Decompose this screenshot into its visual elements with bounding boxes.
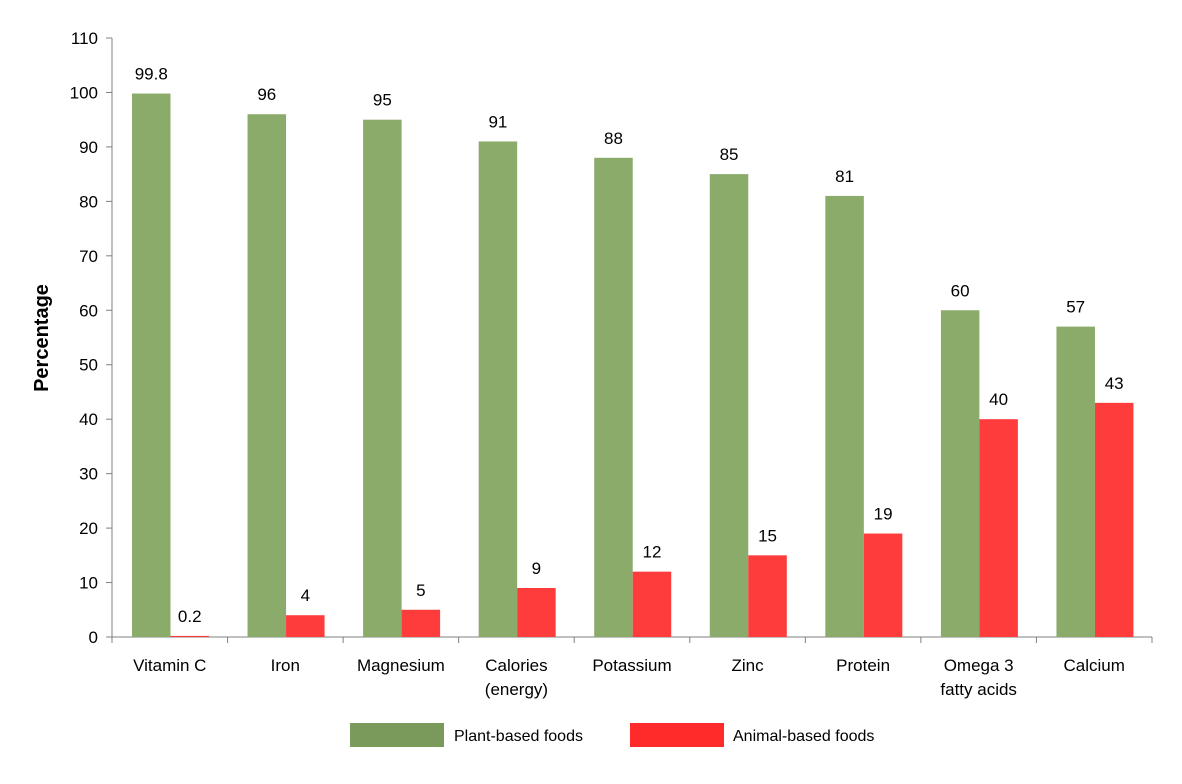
chart-data-labels: 99.8 96 95 91 88 85 81 60 57 0.2 4 5 9 12 15 19 40 43 xyxy=(135,65,1124,626)
x-tick-label: Calories (energy) xyxy=(485,656,548,699)
legend-swatch-animal xyxy=(630,723,724,747)
y-tick-label: 10 xyxy=(79,574,98,593)
plant-value-label: 60 xyxy=(951,281,970,300)
y-tick-label: 60 xyxy=(79,301,98,320)
plant-bar xyxy=(132,93,171,637)
animal-bar xyxy=(517,587,556,637)
chart-bars xyxy=(132,93,1134,638)
plant-bar xyxy=(247,114,287,637)
x-tick-label: Calcium xyxy=(1064,656,1125,675)
x-tick-label: Protein xyxy=(836,656,890,675)
plant-value-label: 85 xyxy=(720,145,739,164)
animal-bar xyxy=(1094,402,1134,637)
animal-value-label: 15 xyxy=(758,526,777,545)
animal-value-label: 43 xyxy=(1105,374,1124,393)
legend-label-animal: Animal-based foods xyxy=(733,728,874,745)
plant-value-label: 96 xyxy=(257,85,276,104)
x-tick-label: Zinc xyxy=(731,656,764,675)
plant-bar xyxy=(940,310,980,637)
x-tick-label: Potassium xyxy=(592,656,671,675)
plant-value-label: 88 xyxy=(604,129,623,148)
plant-value-label: 81 xyxy=(835,167,854,186)
animal-bar xyxy=(863,533,903,637)
plant-bar xyxy=(363,119,402,637)
chart-axes: 0 10 20 30 40 50 60 70 80 90 100 110 Vitamin C Iron Ma… xyxy=(70,29,1153,699)
y-tick-label: 90 xyxy=(79,138,98,157)
legend-swatch-plant xyxy=(350,723,444,747)
y-tick-label: 30 xyxy=(79,465,98,484)
y-tick-label: 20 xyxy=(79,519,98,538)
plant-bar xyxy=(594,157,633,638)
plant-value-label: 99.8 xyxy=(135,65,168,84)
y-tick-label: 50 xyxy=(79,356,98,375)
y-axis-label: Percentage xyxy=(31,284,53,392)
y-tick-label: 40 xyxy=(79,410,98,429)
animal-value-label: 40 xyxy=(989,390,1008,409)
plant-value-label: 95 xyxy=(373,91,392,110)
x-tick-label: Omega 3 fatty acids xyxy=(940,656,1017,699)
animal-bar xyxy=(170,635,209,637)
plant-bar xyxy=(1056,326,1095,637)
y-tick-label: 70 xyxy=(79,247,98,266)
plant-bar xyxy=(709,174,749,638)
plant-bar xyxy=(825,195,864,637)
y-tick-label: 80 xyxy=(79,192,98,211)
plant-value-label: 57 xyxy=(1066,298,1085,317)
animal-value-label: 4 xyxy=(301,586,310,605)
y-tick-label: 100 xyxy=(70,83,98,102)
legend-label-plant: Plant-based foods xyxy=(454,728,583,745)
animal-bar xyxy=(748,555,787,637)
plant-bar xyxy=(478,141,518,638)
animal-bar xyxy=(979,419,1018,637)
x-tick-label: Magnesium xyxy=(357,656,445,675)
y-tick-label: 0 xyxy=(89,628,98,647)
animal-value-label: 12 xyxy=(643,543,662,562)
x-tick-label: Iron xyxy=(271,656,300,675)
animal-value-label: 9 xyxy=(532,559,541,578)
animal-value-label: 5 xyxy=(416,581,425,600)
animal-bar xyxy=(632,571,672,637)
y-tick-label: 110 xyxy=(71,29,98,48)
chart-legend: Plant-based foods Animal-based foods xyxy=(350,723,874,747)
animal-bar xyxy=(401,609,441,637)
x-tick-label: Vitamin C xyxy=(133,656,206,675)
animal-bar xyxy=(286,615,325,637)
animal-value-label: 0.2 xyxy=(178,607,202,626)
plant-value-label: 91 xyxy=(488,112,507,131)
animal-value-label: 19 xyxy=(874,505,893,524)
